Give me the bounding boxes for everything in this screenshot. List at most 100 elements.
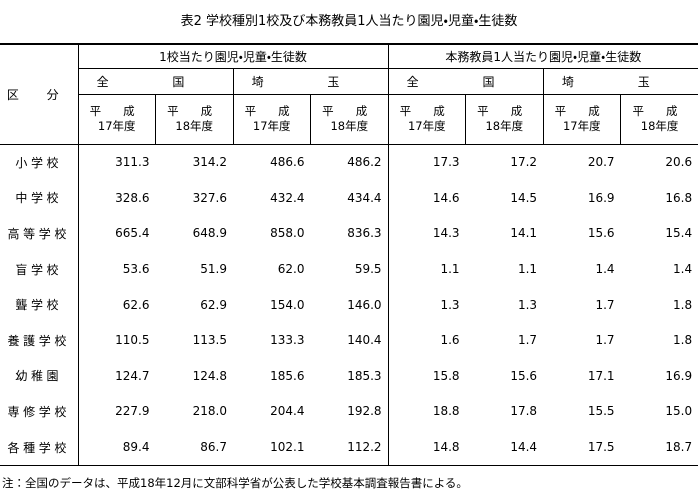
cell: 112.2 (310, 429, 389, 466)
cell: 15.6 (587, 226, 615, 241)
cell: 124.8 (192, 368, 227, 383)
cell: 15.0 (665, 404, 693, 419)
cell: 192.8 (347, 404, 382, 419)
year-header: 平 成 18年度 (465, 94, 544, 145)
cell: 133.3 (270, 333, 305, 348)
header-row: 平 成 17年度平 成 18年度平 成 17年度平 成 18年度平 成 17年度平 成 18… (0, 94, 698, 145)
cell: 1.8 (673, 333, 693, 348)
year-label: 18年度 (485, 119, 524, 133)
row-label: 幼稚園 (0, 358, 79, 394)
cell: 14.5 (510, 190, 538, 205)
cell: 434.4 (347, 190, 382, 205)
cell: 110.5 (115, 333, 150, 348)
table-row: 幼稚園 124.7 124.8 185.6 185.3 15.8 15.6 17.1 16.9 (0, 358, 698, 394)
table-row: 聾学校 62.6 62.9 154.0 146.0 1.3 1.3 1.7 1.8 (0, 286, 698, 323)
cell: 648.9 (192, 226, 227, 241)
year-header: 平 成 18年度 (310, 94, 389, 145)
group-header: 1校当たり園児・児童・生徒数 (77, 43, 389, 69)
cell: 328.6 (115, 190, 150, 205)
row-label: 聾学校 (0, 286, 79, 323)
cell: 311.3 (115, 155, 150, 170)
row-label: 専修学校 (0, 393, 79, 430)
cell: 17.3 (387, 144, 466, 181)
year-label: 17年度 (407, 119, 446, 133)
cell: 1.3 (387, 286, 466, 323)
year-label: 17年度 (562, 119, 601, 133)
cell: 1.7 (517, 333, 538, 348)
cell: 185.6 (270, 368, 305, 383)
cell: 102.1 (233, 429, 311, 466)
year-header: 平 成 18年度 (620, 94, 698, 145)
cell: 53.6 (122, 262, 150, 277)
cell: 327.6 (192, 190, 227, 205)
cell: 17.1 (587, 368, 615, 383)
region-header: 全 国 (77, 68, 233, 95)
year-label: 18年度 (640, 119, 679, 133)
cell: 20.6 (665, 155, 693, 170)
table-row: 小学校 311.3 314.2 486.6 486.2 17.3 17.2 20.7 20.6 (0, 144, 698, 181)
table-row: 中学校 328.6 327.6 432.4 434.4 14.6 14.5 16.9 16.8 (0, 180, 698, 216)
era-label: 平 成 (477, 104, 532, 118)
cell: 18.7 (620, 429, 698, 466)
table-body: 小学校 311.3 314.2 486.6 486.2 17.3 17.2 20.7 20.6 中… (0, 144, 698, 466)
cell: 146.0 (347, 297, 382, 312)
year-header: 平 成 17年度 (77, 94, 156, 145)
cell: 59.5 (354, 262, 382, 277)
cell: 432.4 (270, 190, 305, 205)
cell: 204.4 (270, 404, 305, 419)
cell: 14.1 (510, 226, 538, 241)
cell: 486.6 (270, 155, 305, 170)
cell: 51.9 (200, 262, 227, 277)
row-label: 各種学校 (0, 429, 79, 466)
year-header: 平 成 17年度 (387, 94, 466, 145)
cell: 14.4 (465, 429, 544, 466)
table-row: 高等学校 665.4 648.9 858.0 836.3 14.3 14.1 15.6 15.4 (0, 215, 698, 252)
cell: 17.2 (510, 155, 538, 170)
note: 注：全国のデータは、平成18年12月に文部科学省が公表した学校基本調査報告書によ… (2, 476, 468, 490)
cell: 62.0 (277, 262, 305, 277)
cell: 14.8 (387, 429, 466, 466)
era-label: 平 成 (244, 104, 299, 118)
header-row: 全 国埼 玉全 国埼 玉 (0, 68, 698, 95)
cell: 1.7 (595, 297, 615, 312)
cell: 14.3 (387, 215, 466, 252)
table-row: 養護学校 110.5 113.5 133.3 140.4 1.6 1.7 1.7 1.8 (0, 322, 698, 359)
row-label: 養護学校 (0, 322, 79, 359)
table-header: 区 分 1校当たり園児・児童・生徒数 本務教員1人当たり園児・児童・生徒数全 国埼 … (0, 43, 698, 145)
year-label: 17年度 (97, 119, 136, 133)
cell: 17.8 (510, 404, 538, 419)
cell: 20.7 (587, 155, 615, 170)
cell: 62.9 (200, 297, 227, 312)
cell: 18.8 (387, 393, 466, 430)
cell: 227.9 (115, 404, 150, 419)
cell: 86.7 (155, 429, 233, 466)
cell: 1.6 (387, 322, 466, 359)
cell: 1.3 (517, 297, 538, 312)
year-header: 平 成 17年度 (232, 94, 311, 145)
table-row: 各種学校 89.4 86.7 102.1 112.2 14.8 14.4 17.5 18.7 (0, 429, 698, 466)
region-header: 全 国 (387, 68, 544, 95)
cell: 218.0 (192, 404, 227, 419)
title: 表2 学校種別1校及び本務教員1人当たり園児・児童・生徒数 (180, 14, 518, 29)
year-header: 平 成 17年度 (542, 94, 621, 145)
cell: 1.7 (595, 333, 615, 348)
data-table: 区 分 1校当たり園児・児童・生徒数 本務教員1人当たり園児・児童・生徒数全 国埼 … (0, 43, 698, 466)
table-row: 専修学校 227.9 218.0 204.4 192.8 18.8 17.8 15.5 15.0 (0, 393, 698, 430)
cell: 1.1 (387, 251, 466, 287)
cell: 15.4 (665, 226, 693, 241)
row-label: 盲学校 (0, 251, 79, 287)
year-label: 17年度 (252, 119, 291, 133)
row-label: 中学校 (0, 180, 79, 216)
year-header: 平 成 18年度 (155, 94, 233, 145)
cell: 1.4 (673, 262, 693, 277)
cell: 16.9 (665, 368, 693, 383)
region-header: 埼 玉 (232, 68, 389, 95)
cell: 15.5 (587, 404, 615, 419)
year-label: 18年度 (175, 119, 214, 133)
corner-header: 区 分 (0, 43, 78, 145)
cell: 665.4 (115, 226, 150, 241)
era-label: 平 成 (167, 104, 222, 118)
cell: 14.6 (387, 180, 466, 216)
cell: 185.3 (347, 368, 382, 383)
